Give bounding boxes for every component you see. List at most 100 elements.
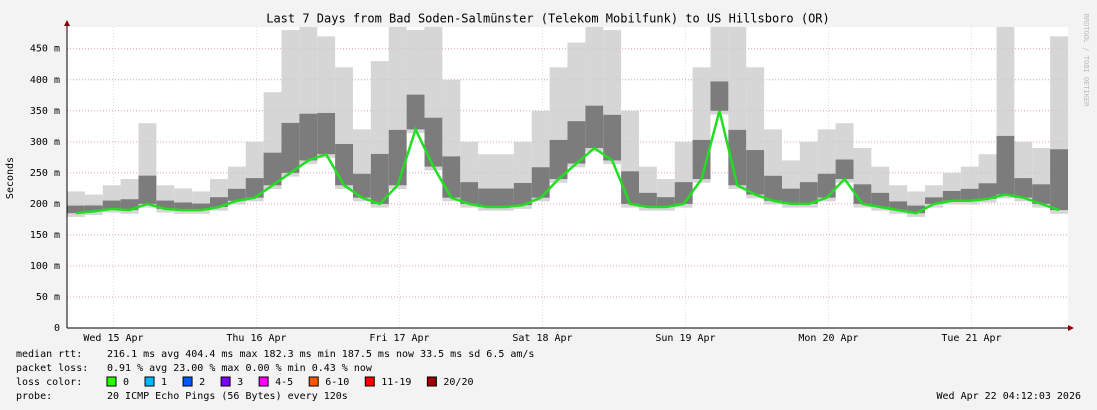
smoke-core <box>674 182 693 204</box>
smoke-core <box>960 188 979 201</box>
smoke-core <box>817 173 836 198</box>
legend-label: 11-19 <box>381 377 411 388</box>
x-tick-label: Sat 18 Apr <box>512 333 572 344</box>
plot <box>67 27 1068 329</box>
smoke-core <box>1014 178 1033 198</box>
legend-label: 20/20 <box>443 377 473 388</box>
smoke-core <box>424 117 443 167</box>
y-tick-label: 350 m <box>30 106 60 117</box>
footer-text: 216.1 ms avg 404.4 ms max 182.3 ms min 1… <box>107 349 534 360</box>
smoke-core <box>942 190 961 201</box>
smoke-core <box>996 135 1015 195</box>
y-tick-label: 150 m <box>30 230 60 241</box>
smoke-core <box>353 173 371 198</box>
smoke-core <box>871 192 890 207</box>
smoke-core <box>174 202 193 211</box>
legend-swatch <box>220 376 231 387</box>
smoke-core <box>889 201 908 211</box>
smoke-core <box>120 199 139 211</box>
smoke-core <box>460 182 479 204</box>
smoke-core <box>84 205 103 212</box>
legend-label: 3 <box>237 377 243 388</box>
smoke-core <box>406 94 425 130</box>
smoke-core <box>388 129 407 186</box>
y-tick-label: 200 m <box>30 199 60 210</box>
smoke-core <box>442 156 461 198</box>
legend-swatch <box>308 376 319 387</box>
legend-swatch <box>106 376 117 387</box>
smoke-core <box>710 81 729 111</box>
x-tick-label: Fri 17 Apr <box>369 333 429 344</box>
smoke-core <box>585 105 604 149</box>
x-tick-label: Wed 15 Apr <box>83 333 143 344</box>
smoke-core <box>317 112 336 155</box>
smoke-core <box>263 152 282 186</box>
smoke-core <box>192 203 210 211</box>
smoke-core <box>531 167 550 198</box>
smoke-core <box>907 205 925 214</box>
footer-label: packet loss: <box>16 363 88 374</box>
smoke-core <box>799 182 818 204</box>
smoke-core <box>978 183 997 199</box>
y-axis-label: Seconds <box>5 157 16 199</box>
smoke-core <box>227 188 246 201</box>
legend-swatch <box>364 376 375 387</box>
smoke-core <box>746 150 765 195</box>
legend-label: 0 <box>123 377 129 388</box>
legend-label: 1 <box>161 377 167 388</box>
smoke-core <box>764 175 782 201</box>
smoke-core <box>782 188 800 204</box>
y-arrow <box>64 20 70 26</box>
smoke-core <box>639 192 657 207</box>
legend-label: 2 <box>199 377 205 388</box>
x-tick-label: Thu 16 Apr <box>226 333 286 344</box>
smoke-core <box>656 197 675 207</box>
smoke-core <box>692 139 711 180</box>
watermark: RRDTOOL / TOBI OETIKER <box>1082 14 1090 108</box>
footer-label: probe: <box>16 391 52 402</box>
smoke-core <box>335 143 353 186</box>
smoke-core <box>102 200 121 209</box>
smoke-core <box>603 114 622 161</box>
y-tick-label: 250 m <box>30 168 60 179</box>
x-arrow <box>1068 325 1074 331</box>
smoke-core <box>245 178 264 198</box>
smoke-core <box>1050 149 1068 211</box>
y-tick-label: 100 m <box>30 261 60 272</box>
legend-swatch <box>426 376 437 387</box>
y-tick-label: 300 m <box>30 137 60 148</box>
smoke-core <box>210 197 228 207</box>
footer-label: median rtt: <box>16 349 82 360</box>
smoke-core <box>549 139 568 180</box>
footer-text: 0.91 % avg 23.00 % max 0.00 % min 0.43 %… <box>107 363 373 374</box>
x-tick-label: Mon 20 Apr <box>798 333 858 344</box>
y-tick-label: 50 m <box>36 292 60 303</box>
smoke-core <box>567 121 586 164</box>
smoke-core <box>835 159 854 180</box>
smoke-core <box>281 122 300 173</box>
footer-text: 20 ICMP Echo Pings (56 Bytes) every 120s <box>107 391 348 402</box>
legend-swatch <box>258 376 269 387</box>
legend-swatch <box>182 376 193 387</box>
legend-swatch <box>144 376 155 387</box>
legend-label: 4-5 <box>275 377 293 388</box>
chart-title: Last 7 Days from Bad Soden-Salmünster (T… <box>266 12 830 26</box>
smoke-core <box>513 182 532 206</box>
timestamp: Wed Apr 22 04:12:03 2026 <box>937 391 1082 402</box>
smoke-core <box>299 113 318 161</box>
smoke-core <box>67 205 85 214</box>
smoke-core <box>478 188 496 207</box>
smoke-core <box>138 175 157 204</box>
y-tick-label: 400 m <box>30 75 60 86</box>
y-tick-label: 450 m <box>30 44 60 55</box>
legend-label: 6-10 <box>325 377 349 388</box>
smoke-core <box>1032 184 1051 204</box>
x-tick-label: Sun 19 Apr <box>655 333 715 344</box>
x-tick-label: Tue 21 Apr <box>941 333 1001 344</box>
smoke-core <box>496 188 514 207</box>
smoke-core <box>925 197 943 204</box>
smoke-core <box>156 200 175 209</box>
y-tick-label: 0 <box>54 323 60 334</box>
